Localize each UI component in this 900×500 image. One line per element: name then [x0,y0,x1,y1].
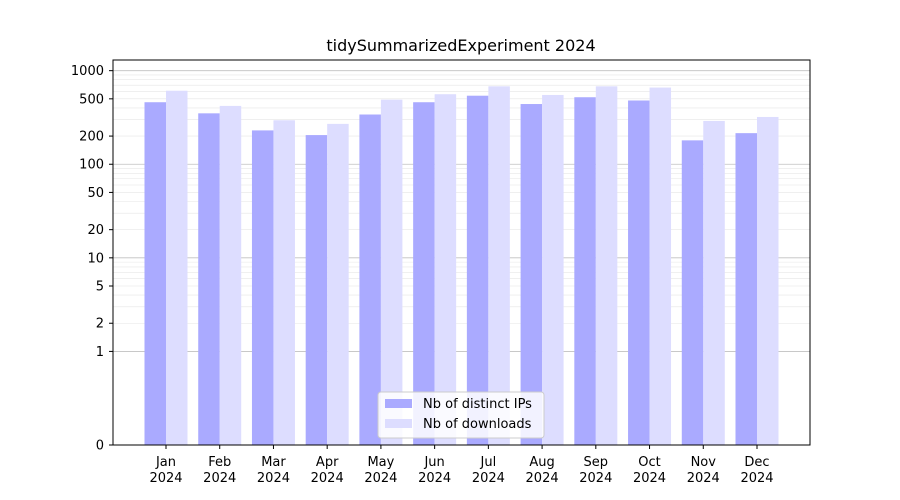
bar-downloads-jul [488,86,510,446]
y-tick-label: 50 [87,186,104,201]
y-tick-label: 1 [96,345,104,360]
y-tick-label: 5 [96,280,104,295]
y-tick-label: 2 [96,317,104,332]
y-tick-label: 500 [79,92,104,107]
x-tick-label-year: 2024 [526,471,559,486]
bar-distinct-ips-oct [628,100,650,445]
bar-distinct-ips-sep [574,97,596,445]
legend-box [377,391,545,439]
x-tick-label-month: Jul [480,455,497,470]
y-tick-label: 200 [79,130,104,145]
bar-downloads-apr [327,123,349,445]
bar-downloads-feb [219,105,242,445]
y-axis: 0 1 2 5 10 20 50 100 200 500 1000 [71,64,113,454]
bar-downloads-sep [595,86,618,446]
bar-downloads-aug [542,94,564,445]
x-tick-label-year: 2024 [633,471,666,486]
bar-distinct-ips-jun [413,102,435,446]
bar-distinct-ips-dec [735,133,757,446]
bar-distinct-ips-may [359,114,381,445]
legend-label: Nb of downloads [423,417,532,432]
x-tick-label-month: Aug [529,455,554,470]
x-tick-label-month: Dec [744,455,769,470]
bar-downloads-oct [649,87,672,446]
bar-downloads-nov [703,120,725,445]
bar-downloads-jun [434,94,457,445]
legend-swatch [385,399,412,408]
x-tick-label-month: Apr [316,455,339,470]
chart-title: tidySummarizedExperiment 2024 [326,36,595,55]
x-tick-label-year: 2024 [257,471,290,486]
x-tick-label-month: Feb [208,455,231,470]
y-tick-label: 100 [79,158,104,173]
bar-distinct-ips-feb [198,113,220,446]
x-tick-label-year: 2024 [740,471,773,486]
legend-label: Nb of distinct IPs [423,397,532,412]
y-tick-label: 1000 [71,64,104,79]
bars [144,86,779,446]
x-tick-label-year: 2024 [472,471,505,486]
y-tick-label: 10 [87,251,104,266]
legend-swatch [385,419,412,428]
x-tick-label-year: 2024 [687,471,720,486]
x-tick-label-year: 2024 [579,471,612,486]
x-tick-label-month: Jan [155,455,176,470]
x-tick-label-month: Nov [691,455,717,470]
x-tick-label-month: May [367,455,394,470]
y-tick-label: 0 [96,439,104,454]
bar-downloads-dec [757,116,779,446]
x-tick-label-year: 2024 [364,471,397,486]
x-tick-label-year: 2024 [149,471,182,486]
bar-distinct-ips-mar [251,130,274,446]
plot-frame [112,59,811,446]
bar-distinct-ips-jul [466,95,489,445]
bar-distinct-ips-apr [305,135,328,445]
bar-downloads-mar [273,120,295,445]
x-tick-label-year: 2024 [418,471,451,486]
x-tick-label-year: 2024 [311,471,344,486]
bar-distinct-ips-aug [520,104,543,445]
bar-distinct-ips-jan [144,102,166,446]
legend: Nb of distinct IPs Nb of downloads [377,391,545,439]
x-tick-label-year: 2024 [203,471,236,486]
y-tick-label: 20 [87,223,104,238]
bar-downloads-may [380,99,403,445]
x-tick-label-month: Sep [584,455,609,470]
x-tick-label-month: Mar [261,455,286,470]
x-axis: Jan2024Feb2024Mar2024Apr2024May2024Jun20… [149,445,774,486]
bar-distinct-ips-nov [681,140,704,445]
x-tick-label-month: Oct [638,455,660,470]
bar-downloads-jan [166,90,188,446]
x-tick-label-month: Jun [423,455,444,470]
